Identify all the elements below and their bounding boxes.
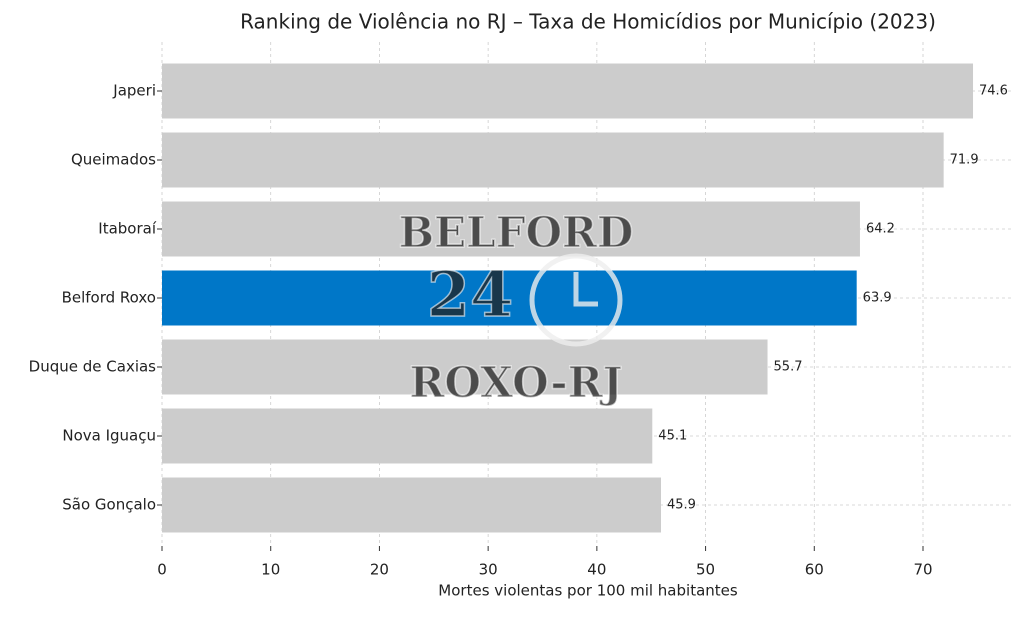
bar [162, 339, 768, 395]
watermark: BELFORD [399, 208, 634, 257]
y-tick-label: São Gonçalo [62, 496, 156, 514]
watermark: 24 [427, 258, 513, 331]
watermark: ROXO-RJ [410, 358, 623, 407]
x-axis-label: Mortes violentas por 100 mil habitantes [438, 582, 738, 600]
bar [162, 201, 860, 257]
x-tick-label: 60 [805, 561, 824, 579]
bar [162, 270, 857, 326]
x-tick-label: 30 [479, 561, 498, 579]
value-label: 64.2 [866, 222, 895, 237]
x-tick-label: 70 [913, 561, 932, 579]
x-tick-label: 50 [696, 561, 715, 579]
value-label: 71.9 [950, 153, 979, 168]
x-tick-label: 0 [157, 561, 167, 579]
x-tick-label: 40 [587, 561, 606, 579]
watermark-clock-hands [573, 272, 598, 307]
y-tick-label: Belford Roxo [62, 289, 156, 307]
y-tick-label: Duque de Caxias [29, 358, 157, 376]
value-label: 45.9 [667, 498, 696, 513]
value-label: 63.9 [863, 291, 892, 306]
value-label: 74.6 [979, 84, 1008, 99]
y-tick-label: Queimados [71, 151, 156, 169]
y-tick-label: Itaboraí [98, 220, 157, 238]
bar [162, 408, 653, 464]
x-tick-label: 10 [261, 561, 280, 579]
chart-title: Ranking de Violência no RJ – Taxa de Hom… [240, 10, 936, 34]
x-tick-label: 20 [370, 561, 389, 579]
value-label: 45.1 [658, 429, 687, 444]
value-label: 55.7 [774, 360, 803, 375]
bar [162, 477, 661, 533]
bar [162, 63, 974, 119]
watermark-clock [529, 253, 623, 347]
y-tick-label: Nova Iguaçu [62, 427, 156, 445]
y-tick-label: Japeri [112, 82, 156, 100]
bar [162, 132, 944, 188]
